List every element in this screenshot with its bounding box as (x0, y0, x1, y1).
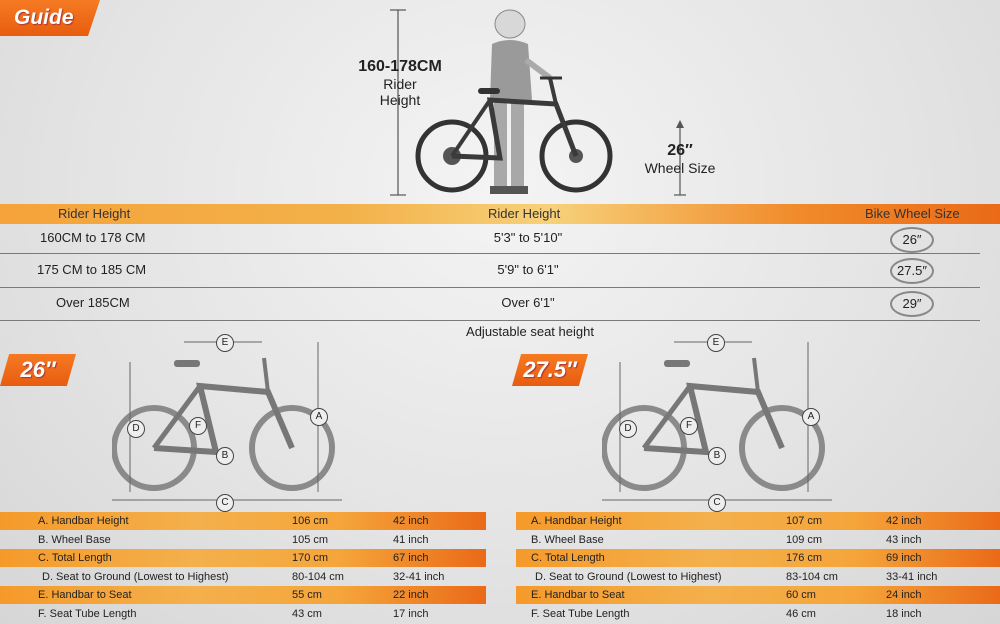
cell-ft: Over 6'1" (501, 295, 555, 310)
cell-wheel: 29″ (890, 291, 934, 317)
spec-row: D. Seat to Ground (Lowest to Highest) 80… (0, 568, 486, 586)
spec-label: D. Seat to Ground (Lowest to Highest) (535, 571, 722, 583)
spec-inch: 18 inch (886, 608, 922, 620)
diagram-label-a: A (310, 408, 328, 426)
diagram-label-e: E (707, 334, 725, 352)
wheel-size-value: 26″ (667, 142, 693, 159)
spec-row: E. Handbar to Seat 55 cm 22 inch (0, 586, 486, 604)
spec-inch: 32-41 inch (393, 571, 445, 583)
panel-275-tag: 27.5″ (512, 354, 588, 386)
spec-label: E. Handbar to Seat (531, 589, 625, 601)
spec-row: A. Handbar Height 106 cm 42 inch (0, 512, 486, 530)
cell-wheel: 27.5″ (890, 258, 934, 284)
cell-cm: 160CM to 178 CM (40, 230, 146, 245)
row-divider (0, 287, 980, 288)
spec-row: C. Total Length 176 cm 69 inch (516, 549, 1000, 567)
spec-inch: 17 inch (393, 608, 429, 620)
spec-cm: 46 cm (786, 608, 816, 620)
spec-inch: 67 inch (393, 552, 429, 564)
spec-cm: 176 cm (786, 552, 823, 564)
diagram-label-a: A (802, 408, 820, 426)
spec-inch: 42 inch (886, 515, 922, 527)
diagram-label-d: D (127, 420, 145, 438)
header-rider-height-cm: Rider Height (58, 206, 131, 221)
spec-inch: 22 inch (393, 589, 429, 601)
spec-label: C. Total Length (531, 552, 605, 564)
row-divider (0, 320, 980, 321)
spec-cm: 107 cm (786, 515, 823, 527)
cell-cm: 175 CM to 185 CM (37, 262, 147, 277)
spec-cm: 60 cm (786, 589, 816, 601)
spec-row: B. Wheel Base 109 cm 43 inch (516, 531, 1000, 549)
spec-label: B. Wheel Base (38, 534, 111, 546)
spec-row: B. Wheel Base 105 cm 41 inch (0, 531, 486, 549)
spec-cm: 106 cm (292, 515, 329, 527)
diagram-label-b: B (708, 447, 726, 465)
diagram-label-f: F (189, 417, 207, 435)
cell-ft: 5'3" to 5'10" (493, 230, 563, 245)
spec-cm: 105 cm (292, 534, 329, 546)
spec-label: E. Handbar to Seat (38, 589, 132, 601)
spec-row: C. Total Length 170 cm 67 inch (0, 549, 486, 567)
spec-cm: 109 cm (786, 534, 823, 546)
size-table-header-band (0, 204, 1000, 224)
size-table-footnote: Adjustable seat height (466, 324, 594, 339)
spec-inch: 43 inch (886, 534, 922, 546)
panel-275-bike-diagram (602, 341, 832, 501)
spec-row: A. Handbar Height 107 cm 42 inch (516, 512, 1000, 530)
row-divider (0, 253, 980, 254)
panel-26-bike-diagram (112, 341, 342, 501)
spec-label: A. Handbar Height (38, 515, 129, 527)
diagram-label-e: E (216, 334, 234, 352)
spec-row: D. Seat to Ground (Lowest to Highest) 83… (516, 568, 1000, 586)
spec-inch: 33-41 inch (886, 571, 938, 583)
wheel-size-label: Wheel Size (644, 160, 716, 176)
hero-bike-rider-illustration (390, 9, 686, 196)
spec-inch: 69 inch (886, 552, 922, 564)
spec-row: E. Handbar to Seat 60 cm 24 inch (516, 586, 1000, 604)
wheel-size-callout: 26″ Wheel Size (640, 142, 720, 176)
rider-height-label-2: Height (379, 92, 421, 108)
spec-cm: 80-104 cm (292, 571, 344, 583)
rider-height-value: 160-178CM (358, 58, 442, 75)
diagram-label-c: C (708, 494, 726, 512)
guide-tag: Guide (0, 0, 100, 36)
diagram-label-f: F (680, 417, 698, 435)
diagram-label-c: C (216, 494, 234, 512)
spec-cm: 170 cm (292, 552, 329, 564)
rider-height-label-1: Rider (383, 76, 417, 92)
spec-label: A. Handbar Height (531, 515, 622, 527)
spec-label: F. Seat Tube Length (38, 608, 137, 620)
diagram-label-b: B (216, 447, 234, 465)
cell-cm: Over 185CM (56, 295, 130, 310)
spec-label: C. Total Length (38, 552, 112, 564)
spec-label: B. Wheel Base (531, 534, 604, 546)
spec-inch: 24 inch (886, 589, 922, 601)
rider-height-callout: 160-178CM Rider Height (355, 58, 445, 108)
header-rider-height-ft: Rider Height (488, 206, 561, 221)
spec-cm: 43 cm (292, 608, 322, 620)
spec-inch: 41 inch (393, 534, 429, 546)
spec-row: F. Seat Tube Length 43 cm 17 inch (0, 605, 486, 623)
cell-wheel: 26″ (890, 227, 934, 253)
spec-label: D. Seat to Ground (Lowest to Highest) (42, 571, 229, 583)
spec-inch: 42 inch (393, 515, 429, 527)
spec-label: F. Seat Tube Length (531, 608, 630, 620)
spec-cm: 55 cm (292, 589, 322, 601)
diagram-label-d: D (619, 420, 637, 438)
cell-ft: 5'9" to 6'1" (497, 262, 559, 277)
header-wheel-size: Bike Wheel Size (865, 206, 960, 221)
spec-row: F. Seat Tube Length 46 cm 18 inch (516, 605, 1000, 623)
spec-cm: 83-104 cm (786, 571, 838, 583)
panel-26-tag: 26″ (0, 354, 76, 386)
